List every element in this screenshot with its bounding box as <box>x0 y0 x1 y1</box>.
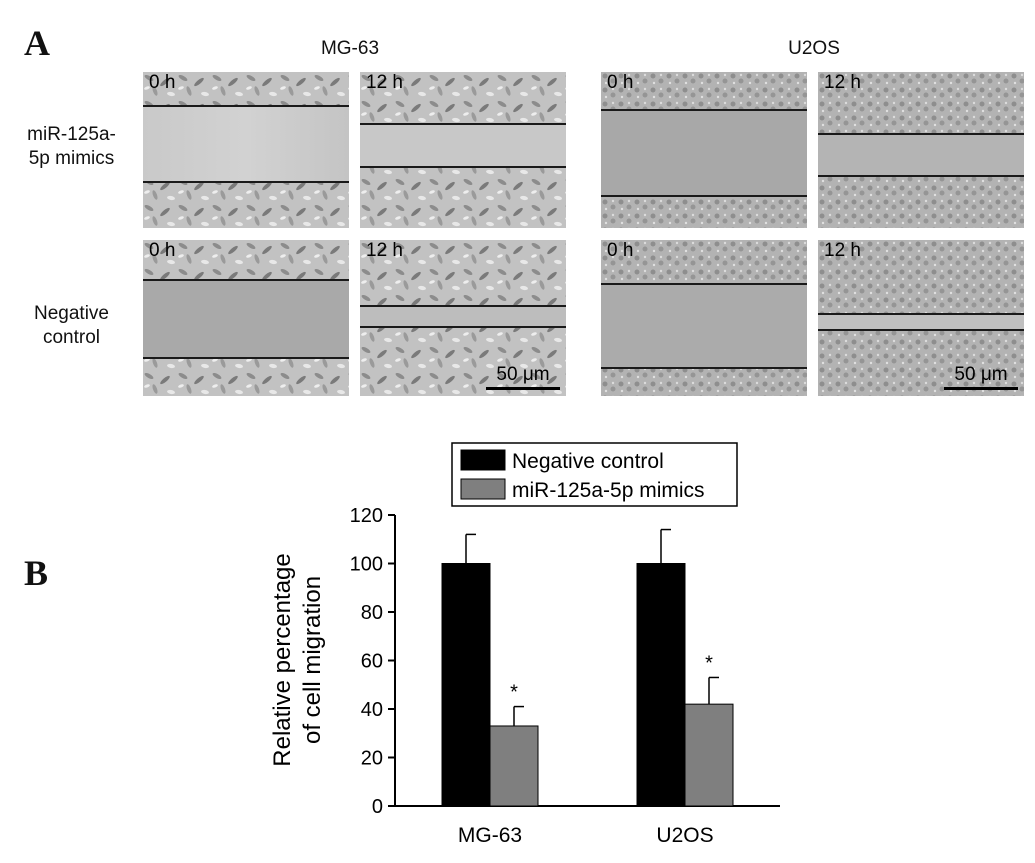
wound-edge-line <box>818 313 1024 315</box>
wound-gap <box>601 284 807 368</box>
wound-edge-line <box>601 283 807 285</box>
column-title-mg63: MG-63 <box>320 38 380 59</box>
y-tick-label: 80 <box>361 602 383 624</box>
wound-edge-line <box>818 133 1024 135</box>
y-tick-label: 40 <box>361 699 383 721</box>
row-label-negative-line1: Negative <box>34 303 109 324</box>
micrograph-u2os-mimics-12h: 12 h <box>818 72 1024 228</box>
x-tick-label: MG-63 <box>458 824 522 847</box>
wound-edge-line <box>818 329 1024 331</box>
y-tick-label: 100 <box>350 554 383 576</box>
scale-bar: 50 μm <box>944 364 1018 390</box>
row-label-mimics-line2: 5p mimics <box>28 148 115 169</box>
row-label-negative-line2: control <box>42 327 101 348</box>
y-tick-label: 120 <box>350 505 383 527</box>
chart-legend: Negative control miR-125a-5p mimics <box>451 442 738 507</box>
wound-edge-line <box>360 166 566 168</box>
time-label: 0 h <box>607 72 634 93</box>
wound-edge-line <box>143 357 349 359</box>
scale-bar-line <box>486 387 560 390</box>
legend-label: Negative control <box>512 450 664 473</box>
scale-bar: 50 μm <box>486 364 560 390</box>
time-label: 0 h <box>149 72 176 93</box>
bar-mimics <box>489 725 539 807</box>
bar-negative-control <box>441 563 491 807</box>
wound-edge-line <box>818 175 1024 177</box>
legend-swatch <box>460 478 506 500</box>
time-label: 12 h <box>366 240 403 261</box>
significance-marker: * <box>705 652 713 674</box>
micrograph-mg63-control-12h: 12 h 50 μm <box>360 240 566 396</box>
scale-bar-label: 50 μm <box>954 364 1008 385</box>
time-label: 0 h <box>607 240 634 261</box>
micrograph-u2os-mimics-0h: 0 h <box>601 72 807 228</box>
bar-negative-control <box>636 563 686 807</box>
micrograph-u2os-control-12h: 12 h 50 μm <box>818 240 1024 396</box>
scale-bar-label: 50 μm <box>496 364 550 385</box>
scale-bar-line <box>944 387 1018 390</box>
column-title-u2os: U2OS <box>788 38 840 59</box>
wound-edge-line <box>143 105 349 107</box>
panel-a-letter: A <box>24 23 50 63</box>
y-tick-label: 20 <box>361 748 383 770</box>
legend-label: miR-125a-5p mimics <box>512 479 705 502</box>
y-axis-title: Relative percentage of cell migration <box>269 553 326 766</box>
wound-edge-line <box>360 326 566 328</box>
bar-mimics <box>684 703 734 807</box>
legend-swatch <box>460 449 506 471</box>
row-label-mimics: miR-125a- 5p mimics <box>4 123 139 171</box>
y-tick-label: 0 <box>372 796 383 818</box>
y-axis-title-line1: Relative percentage <box>269 553 296 766</box>
time-label: 12 h <box>824 72 861 93</box>
significance-marker: * <box>510 682 518 704</box>
wound-gap <box>143 106 349 182</box>
micrograph-u2os-control-0h: 0 h <box>601 240 807 396</box>
micrograph-mg63-control-0h: 0 h <box>143 240 349 396</box>
wound-edge-line <box>143 279 349 281</box>
row-label-mimics-line1: miR-125a- <box>27 124 116 145</box>
wound-edge-line <box>601 109 807 111</box>
wound-gap <box>818 134 1024 176</box>
wound-gap <box>818 314 1024 330</box>
time-label: 0 h <box>149 240 176 261</box>
wound-edge-line <box>360 123 566 125</box>
wound-gap <box>360 306 566 327</box>
wound-edge-line <box>601 195 807 197</box>
y-tick-label: 60 <box>361 651 383 673</box>
time-label: 12 h <box>824 240 861 261</box>
time-label: 12 h <box>366 72 403 93</box>
y-axis-title-line2: of cell migration <box>299 576 326 744</box>
panel-b-letter: B <box>24 553 49 593</box>
chart-axes: 0 20 40 60 80 100 120 Relative percentage of cel… <box>269 505 780 847</box>
wound-gap <box>601 110 807 196</box>
micrograph-mg63-mimics-12h: 12 h <box>360 72 566 228</box>
wound-edge-line <box>143 181 349 183</box>
row-label-negative-control: Negative control <box>4 302 139 350</box>
wound-edge-line <box>601 367 807 369</box>
wound-gap <box>143 280 349 358</box>
micrograph-mg63-mimics-0h: 0 h <box>143 72 349 228</box>
chart-bars: ** <box>441 528 734 807</box>
x-tick-label: U2OS <box>656 824 713 847</box>
wound-gap <box>360 124 566 167</box>
wound-edge-line <box>360 305 566 307</box>
